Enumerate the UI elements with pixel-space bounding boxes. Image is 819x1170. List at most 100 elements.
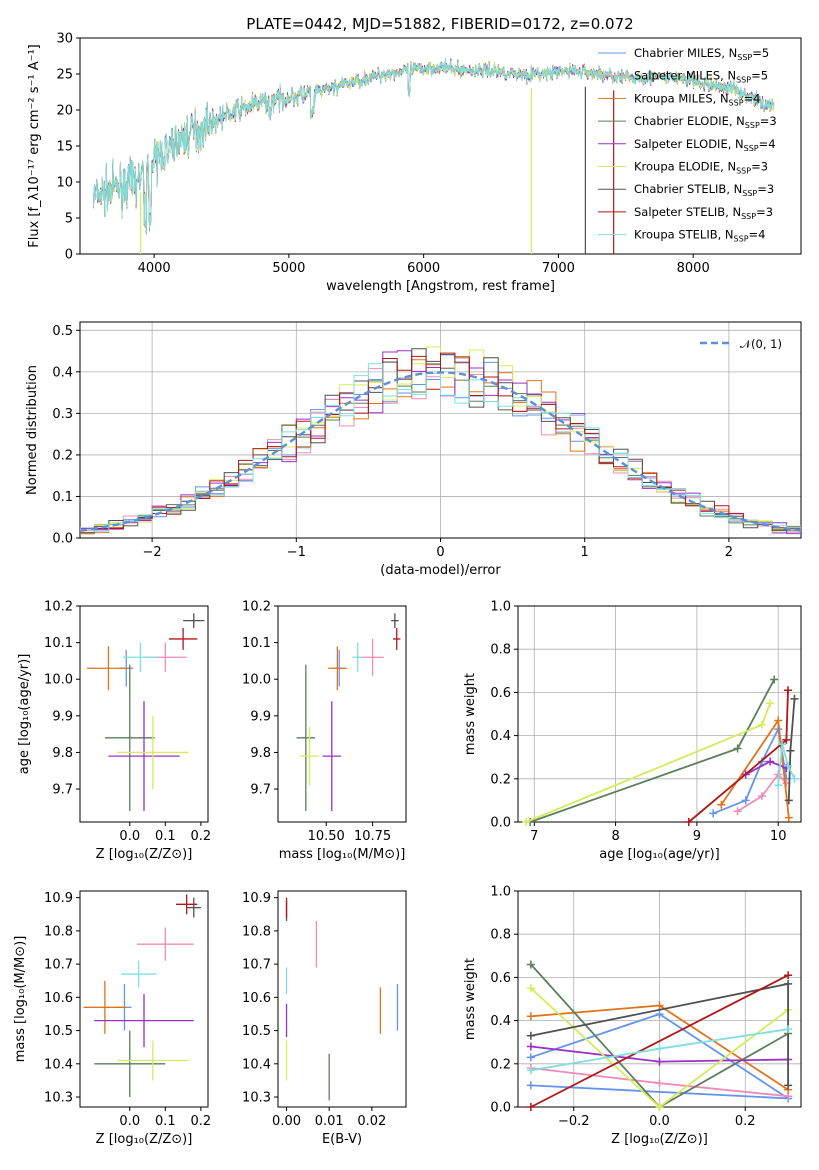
mass-weight-marker (784, 796, 793, 805)
y-tick-label: 10.3 (242, 1091, 271, 1106)
y-tick-label: 10.8 (242, 924, 271, 939)
mass-weight-marker (786, 746, 795, 755)
y-tick-label: 0.8 (490, 643, 511, 658)
legend-entry: Kroupa MILES, NSSP=4 (634, 91, 760, 107)
x-tick-label: 0.0 (119, 1114, 140, 1129)
legend-entry: Chabrier STELIB, NSSP=3 (634, 182, 774, 198)
axes-frame (517, 605, 802, 823)
figure-title: PLATE=0442, MJD=51882, FIBERID=0172, z=0… (246, 15, 633, 33)
mass-weight-marker (784, 1081, 793, 1090)
x-tick-label: 5000 (272, 261, 305, 276)
legend-text: Salpeter ELODIE, N (634, 137, 744, 151)
x-tick-label: 10 (770, 829, 787, 844)
mass-weight-marker (655, 1001, 664, 1010)
y-tick-label: 10.4 (44, 1057, 73, 1072)
axes-frame (79, 890, 209, 1108)
mass-weight-marker (526, 1103, 535, 1111)
mass-weight-marker (709, 809, 718, 818)
mass-weight-line (525, 702, 771, 823)
mass-weight-marker (733, 807, 742, 816)
legend-value: =4 (759, 137, 776, 151)
legend-entry: Chabrier MILES, NSSP=5 (634, 46, 769, 62)
y-tick-label: 10.7 (242, 958, 271, 973)
y-axis-label: mass weight (463, 673, 478, 755)
mass-weight-marker (655, 1057, 664, 1066)
mass-weight-marker (757, 792, 766, 801)
x-tick-label: 1 (581, 545, 589, 560)
histogram-kroupa-stelib (80, 363, 801, 533)
y-tick-label: 0.4 (490, 729, 511, 744)
x-tick-label: 10.50 (308, 829, 345, 844)
mass-weight-marker (526, 1012, 535, 1021)
axes-mass-vs-ebv: 0.00 0.01 0.02 10.3 10.4 10.5 10.6 10.7 10.8 10.9 (242, 890, 407, 1129)
x-tick-label: −2 (143, 545, 162, 560)
y-tick-label: 10.5 (44, 1024, 73, 1039)
y-tick-label: 30 (56, 32, 73, 47)
mass-weight-marker (774, 716, 783, 725)
y-tick-label: 10 (56, 176, 73, 191)
axes-frame (79, 321, 802, 539)
axes-mass-vs-Z: 0.0 0.1 0.2 10.3 10.4 10.5 10.6 10.7 10.8 10.9 (44, 890, 212, 1129)
x-tick-label: 2 (725, 545, 733, 560)
residual-histograms (80, 346, 801, 535)
mass-weight-marker (526, 1042, 535, 1051)
mass-weight-marker (782, 735, 791, 744)
y-tick-label: 0.2 (52, 448, 73, 463)
legend-value: =5 (752, 46, 769, 60)
axes-frame (277, 890, 407, 1108)
lines-massweight-vs-Z (526, 960, 793, 1111)
mass-weight-marker (774, 781, 783, 790)
legend-entry: 𝒩(0, 1) (740, 337, 782, 351)
spectrum-line-kroupa-stelib (93, 58, 775, 231)
x-tick-label: 0.01 (315, 1114, 344, 1129)
mass-weight-marker (784, 813, 793, 822)
y-tick-label: 0.2 (490, 772, 511, 787)
legend-value: =4 (744, 91, 761, 105)
y-tick-label: 0.0 (52, 532, 73, 547)
plot-layer: 4000 5000 6000 7000 8000051015202530waveleng… (13, 32, 802, 1147)
x-tick-label: 8000 (677, 261, 710, 276)
mass-weight-marker (757, 720, 766, 729)
x-tick-label: 0.2 (735, 1114, 756, 1129)
axes-frame (277, 605, 407, 823)
mass-weight-marker (526, 1053, 535, 1062)
y-tick-label: 10.1 (242, 636, 271, 651)
mass-weight-marker (526, 1031, 535, 1040)
legend-subscript: SSP (741, 212, 756, 221)
x-axis-label: age [log₁₀(age/yr)] (599, 847, 720, 862)
y-tick-label: 9.8 (250, 746, 271, 761)
x-axis-label: (data-model)/error (380, 563, 501, 578)
mass-weight-marker (655, 1044, 664, 1053)
axes-massweight-vs-age: 7 8 9 10 0.0 0.2 0.4 0.6 0.8 1.0 (490, 600, 802, 844)
legend-subscript: SSP (736, 76, 751, 85)
legend-text: Kroupa MILES, N (634, 91, 729, 105)
mass-weight-marker (526, 1066, 535, 1075)
mass-weight-marker (778, 740, 787, 749)
x-tick-label: −1 (287, 545, 306, 560)
mass-weight-marker (790, 694, 799, 703)
mass-weight-marker (526, 1081, 535, 1090)
axes-frame (79, 37, 802, 255)
x-tick-label: 0.2 (191, 1114, 212, 1129)
mass-weight-marker (784, 971, 793, 980)
y-tick-label: 0.4 (52, 365, 73, 380)
legend-value: =5 (751, 69, 768, 83)
y-tick-label: 9.7 (52, 783, 73, 798)
legend-subscript: SSP (744, 144, 759, 153)
y-tick-label: 0 (65, 248, 73, 263)
y-tick-label: 0.3 (52, 407, 73, 422)
x-tick-label: 6000 (407, 261, 440, 276)
mass-weight-marker (655, 1079, 664, 1088)
y-tick-label: 10.6 (242, 991, 271, 1006)
legend-text: Salpeter STELIB, N (634, 205, 741, 219)
y-axis-label: Flux [f_λ10⁻¹⁷ erg cm⁻² s⁻¹ A⁻¹] (27, 44, 42, 248)
y-tick-label: 10.9 (242, 891, 271, 906)
y-axis-label: age [log₁₀(age/yr)] (17, 654, 32, 775)
y-tick-label: 0.2 (490, 1057, 511, 1072)
y-tick-label: 1.0 (490, 885, 511, 900)
y-tick-label: 15 (56, 140, 73, 155)
x-tick-label: 9 (693, 829, 701, 844)
y-tick-label: 9.8 (52, 746, 73, 761)
